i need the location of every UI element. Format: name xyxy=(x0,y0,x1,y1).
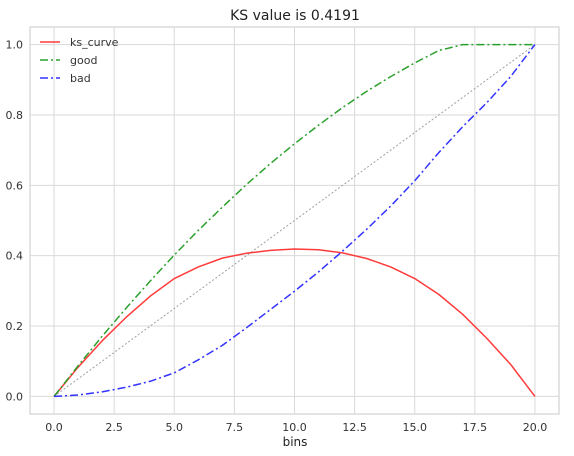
grid xyxy=(30,27,559,414)
x-tick-label: 15.0 xyxy=(402,421,427,434)
legend-label-good: good xyxy=(70,54,97,67)
series-line-bad xyxy=(54,44,536,398)
y-tick-label: 0.0 xyxy=(6,390,24,403)
x-axis-label: bins xyxy=(283,435,308,449)
y-tick-label: 0.8 xyxy=(6,109,24,122)
x-tick-label: 2.5 xyxy=(105,421,123,434)
x-tick-label: 17.5 xyxy=(463,421,488,434)
y-tick-label: 0.2 xyxy=(6,320,24,333)
series-layer xyxy=(53,43,536,398)
x-tick-label: 7.5 xyxy=(226,421,244,434)
x-tick-label: 12.5 xyxy=(342,421,367,434)
x-tick-label: 5.0 xyxy=(166,421,184,434)
chart-title: KS value is 0.4191 xyxy=(230,8,360,24)
diagonal-reference-line xyxy=(53,44,536,397)
y-tick-label: 1.0 xyxy=(6,39,24,52)
ticks: 0.0 2.5 5.0 7.5 10.0 12.5 15.0 17.5 20.0 0.0 0.2 0.… xyxy=(6,39,548,434)
y-tick-label: 0.4 xyxy=(6,250,24,263)
y-tick-label: 0.6 xyxy=(6,179,24,192)
x-tick-label: 20.0 xyxy=(523,421,548,434)
legend-label-ks-curve: ks_curve xyxy=(70,36,119,49)
x-tick-label: 10.0 xyxy=(282,421,307,434)
series-line-ks-curve xyxy=(53,248,536,397)
legend-label-bad: bad xyxy=(70,72,91,85)
x-tick-label: 0.0 xyxy=(45,421,63,434)
